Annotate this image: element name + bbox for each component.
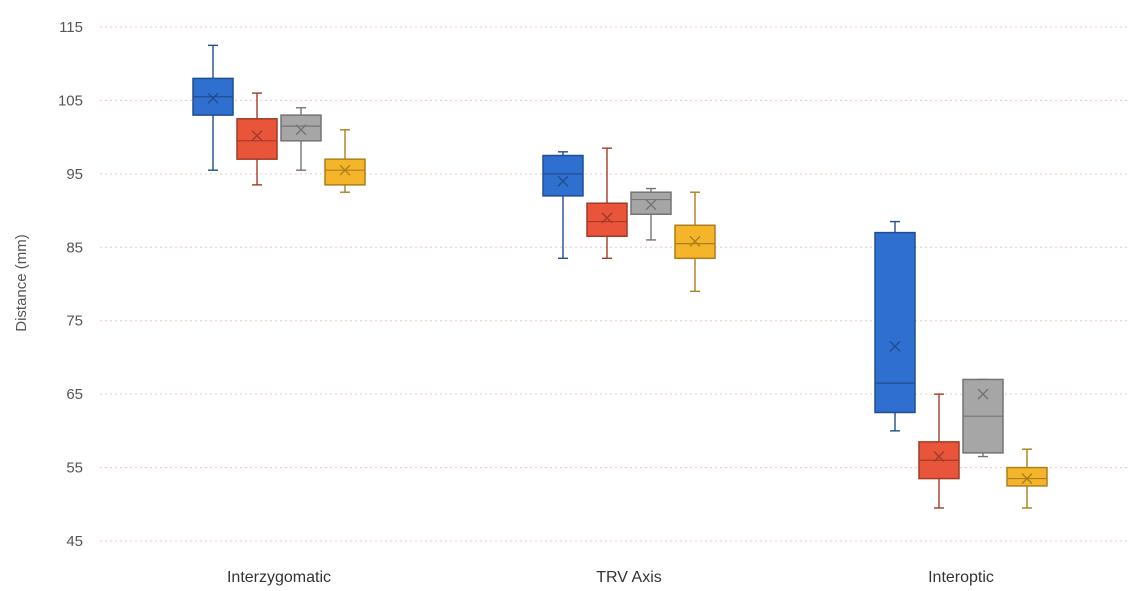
iqr-box bbox=[630, 191, 672, 215]
mean-marker bbox=[295, 124, 307, 136]
iqr-box bbox=[542, 154, 584, 197]
y-tick-label: 55 bbox=[66, 460, 83, 477]
box-plot-interoptic bbox=[874, 220, 916, 432]
x-category-label: Interoptic bbox=[928, 569, 994, 586]
box-plot-interoptic bbox=[918, 393, 960, 509]
iqr-box bbox=[236, 118, 278, 160]
box-plot-interzygomatic bbox=[324, 129, 366, 193]
y-axis-ticks: 45 55 65 75 85 95 105 115 bbox=[58, 19, 83, 550]
grid-layer bbox=[100, 26, 1130, 542]
y-tick-label: 65 bbox=[66, 386, 83, 403]
iqr-box bbox=[324, 158, 366, 186]
y-tick-label: 75 bbox=[66, 313, 83, 330]
mean-marker bbox=[1021, 473, 1033, 485]
box-plot-trv-axis bbox=[630, 187, 672, 241]
mean-marker bbox=[207, 92, 219, 104]
iqr-box bbox=[586, 202, 628, 238]
y-tick-label: 115 bbox=[59, 19, 83, 36]
mean-marker bbox=[557, 175, 569, 187]
box-plot-interzygomatic bbox=[236, 92, 278, 186]
iqr-box bbox=[280, 114, 322, 142]
x-axis-categories: Interzygomatic TRV Axis Interoptic bbox=[227, 569, 994, 586]
mean-marker bbox=[251, 130, 263, 142]
y-tick-label: 95 bbox=[66, 166, 83, 183]
mean-marker bbox=[339, 164, 351, 176]
iqr-box bbox=[1006, 466, 1048, 487]
x-category-label: TRV Axis bbox=[596, 569, 662, 586]
box-plot-trv-axis bbox=[674, 191, 716, 293]
box-plot-interoptic bbox=[962, 378, 1004, 458]
boxes-layer bbox=[192, 44, 1048, 509]
box-plot-trv-axis bbox=[586, 147, 628, 259]
mean-marker bbox=[889, 340, 901, 352]
box-plot-interoptic bbox=[1006, 448, 1048, 509]
box-plot-interzygomatic bbox=[280, 107, 322, 171]
x-category-label: Interzygomatic bbox=[227, 569, 331, 586]
mean-marker bbox=[601, 212, 613, 224]
box-plot-interzygomatic bbox=[192, 44, 234, 171]
y-tick-label: 105 bbox=[58, 92, 83, 109]
mean-marker bbox=[977, 388, 989, 400]
y-axis-title: Distance (mm) bbox=[13, 234, 30, 332]
mean-marker bbox=[689, 235, 701, 247]
box-plot-trv-axis bbox=[542, 151, 584, 259]
y-tick-label: 45 bbox=[66, 533, 83, 550]
mean-marker bbox=[933, 451, 945, 463]
mean-marker bbox=[645, 199, 657, 211]
iqr-box bbox=[874, 231, 916, 414]
y-tick-label: 85 bbox=[66, 239, 83, 256]
